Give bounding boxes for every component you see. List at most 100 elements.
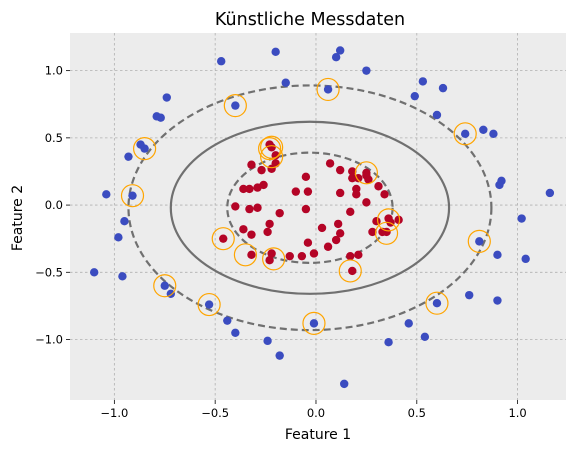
data-point-class-0	[493, 250, 502, 260]
y-tick-label: 0.5	[45, 131, 63, 145]
data-point-class-1	[265, 255, 274, 265]
data-point-class-1	[352, 190, 361, 199]
support-vector-ring	[354, 161, 378, 185]
support-vector-ring	[302, 311, 326, 335]
data-point-class-1	[301, 204, 311, 214]
data-point-class-0	[223, 316, 232, 325]
data-point-class-1	[275, 208, 284, 218]
data-point-class-0	[120, 217, 129, 226]
y-tick-label: 0.0	[45, 198, 63, 212]
margin-contour	[127, 84, 493, 332]
data-point-class-0	[204, 300, 214, 309]
data-point-class-1	[265, 219, 274, 229]
data-point-class-0	[465, 290, 474, 300]
data-point-class-0	[114, 233, 123, 242]
support-vector-ring	[233, 243, 258, 267]
data-point-class-0	[118, 272, 127, 281]
support-vector-ring	[376, 208, 401, 232]
data-point-class-1	[267, 249, 276, 258]
support-vector-ring	[260, 145, 284, 169]
data-point-class-1	[354, 250, 363, 260]
data-point-class-0	[493, 296, 502, 305]
data-point-class-1	[309, 249, 319, 258]
data-point-class-0	[460, 129, 470, 139]
data-point-class-0	[89, 268, 99, 277]
data-point-class-1	[394, 215, 403, 225]
data-point-class-0	[404, 319, 413, 328]
data-point-class-1	[331, 235, 341, 245]
x-tick-label: 0.0	[307, 406, 325, 420]
support-vector-ring	[260, 135, 284, 159]
data-point-class-0	[420, 332, 430, 342]
data-point-class-0	[263, 336, 272, 346]
support-vector-ring	[316, 77, 340, 102]
data-point-class-0	[517, 214, 526, 223]
x-tick-label: −0.5	[201, 406, 229, 420]
data-point-class-1	[239, 225, 248, 234]
data-point-class-0	[545, 188, 555, 198]
data-point-class-1	[325, 159, 335, 168]
data-point-class-0	[521, 254, 530, 264]
support-vector-ring	[223, 93, 247, 118]
y-tick-label: 1.0	[45, 64, 63, 78]
x-axis-label: Feature 1	[285, 427, 351, 443]
data-point-class-1	[335, 188, 345, 198]
data-point-class-1	[285, 251, 294, 261]
data-point-class-1	[335, 229, 345, 238]
y-tick-label: −1.0	[35, 333, 63, 347]
support-vector-ring	[153, 274, 177, 298]
x-tick-label: 0.5	[408, 406, 426, 420]
data-point-class-1	[271, 151, 280, 160]
data-point-class-1	[231, 202, 240, 211]
data-point-class-1	[317, 223, 327, 233]
data-point-class-1	[346, 207, 355, 216]
data-point-class-1	[303, 238, 313, 247]
data-point-class-0	[102, 190, 111, 199]
data-point-class-0	[418, 77, 428, 86]
data-point-class-0	[489, 129, 498, 139]
data-point-class-0	[271, 47, 280, 57]
data-point-class-0	[432, 110, 442, 120]
y-axis-label: Feature 2	[10, 185, 26, 251]
data-point-class-1	[348, 173, 357, 183]
data-point-class-0	[475, 237, 484, 246]
data-point-class-0	[162, 93, 171, 102]
x-tick-label: −1.0	[100, 406, 128, 420]
data-point-class-0	[309, 319, 319, 328]
data-point-class-1	[253, 183, 262, 192]
data-point-class-1	[239, 184, 248, 194]
x-tick-label: 1.0	[508, 406, 526, 420]
margin-contour	[226, 151, 394, 264]
data-point-class-1	[245, 204, 254, 214]
data-point-class-0	[231, 328, 240, 337]
data-point-class-1	[346, 251, 355, 261]
data-point-class-1	[291, 187, 301, 196]
data-point-class-0	[275, 351, 284, 360]
data-point-class-0	[140, 144, 149, 153]
data-point-class-0	[217, 57, 226, 66]
support-vector-ring	[258, 137, 282, 161]
data-point-class-1	[372, 217, 381, 226]
data-point-class-1	[301, 172, 311, 182]
data-point-class-0	[281, 78, 290, 87]
data-point-class-1	[297, 251, 307, 261]
plot-area: −1.0 −0.5 0.0 0.5 1.0 −1.0 −0.5 0.0 0.5 1.0	[35, 33, 566, 420]
data-point-class-1	[348, 167, 357, 176]
data-point-class-0	[323, 85, 333, 94]
data-point-class-0	[362, 66, 371, 75]
support-vector-ring	[453, 122, 477, 146]
data-point-class-0	[124, 152, 133, 161]
data-point-class-0	[128, 191, 137, 200]
support-vector-ring	[262, 247, 286, 271]
data-point-class-0	[432, 299, 442, 308]
support-vector-ring	[467, 229, 491, 253]
data-point-class-1	[219, 234, 228, 243]
data-point-class-0	[340, 379, 349, 389]
data-point-class-1	[247, 250, 256, 260]
chart-title: Künstliche Messdaten	[215, 10, 405, 30]
data-point-class-0	[231, 101, 240, 110]
plot-background	[70, 33, 566, 400]
support-vector-ring	[211, 227, 235, 251]
support-vector-ring	[374, 221, 399, 245]
